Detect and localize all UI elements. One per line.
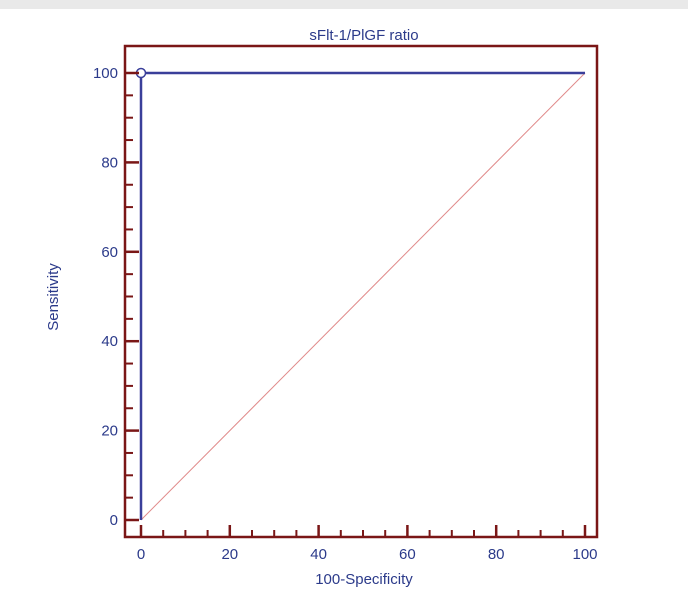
top-strip [0, 0, 688, 9]
x-tick-label: 80 [488, 546, 505, 563]
curve-group [135, 67, 585, 520]
reference-diagonal-line [140, 72, 586, 521]
x-tick-label: 60 [399, 546, 416, 563]
y-axis: 0 20 40 60 80 100 [93, 65, 139, 529]
x-tick-label: 100 [572, 546, 597, 563]
plot-frame-group [123, 44, 599, 539]
roc-chart: sFlt-1/PlGF ratio 0 20 40 60 80 100 0 20 40 60 80… [45, 27, 599, 588]
chart-title: sFlt-1/PlGF ratio [309, 27, 418, 44]
y-tick-label: 60 [101, 244, 118, 261]
y-tick-label: 20 [101, 423, 118, 440]
x-axis-label: 100-Specificity [315, 571, 413, 588]
y-tick-label: 40 [101, 333, 118, 350]
y-tick-label: 100 [93, 65, 118, 82]
x-tick-label: 0 [137, 546, 145, 563]
y-tick-label: 80 [101, 154, 118, 171]
plot-frame [123, 44, 599, 539]
y-tick-label: 0 [110, 512, 118, 529]
x-axis: 0 20 40 60 80 100 [137, 525, 598, 563]
chart-container: sFlt-1/PlGF ratio 0 20 40 60 80 100 0 20 40 60 80… [0, 9, 688, 589]
x-tick-label: 40 [310, 546, 327, 563]
x-tick-label: 20 [221, 546, 238, 563]
y-axis-label: Sensitivity [45, 263, 62, 331]
reference-group [140, 72, 586, 521]
